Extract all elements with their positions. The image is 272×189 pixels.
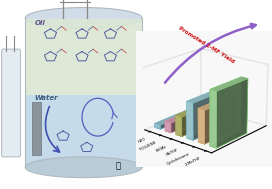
Text: Oil: Oil bbox=[35, 20, 45, 26]
Text: Water: Water bbox=[35, 95, 58, 101]
Polygon shape bbox=[25, 18, 142, 167]
Polygon shape bbox=[25, 19, 142, 95]
Text: 🌳: 🌳 bbox=[116, 162, 121, 171]
Text: Promoted 2-MF Yield: Promoted 2-MF Yield bbox=[178, 26, 236, 65]
Ellipse shape bbox=[25, 8, 142, 28]
FancyBboxPatch shape bbox=[2, 49, 20, 157]
Polygon shape bbox=[25, 94, 142, 167]
Ellipse shape bbox=[25, 157, 142, 178]
Bar bbox=[32, 102, 41, 155]
